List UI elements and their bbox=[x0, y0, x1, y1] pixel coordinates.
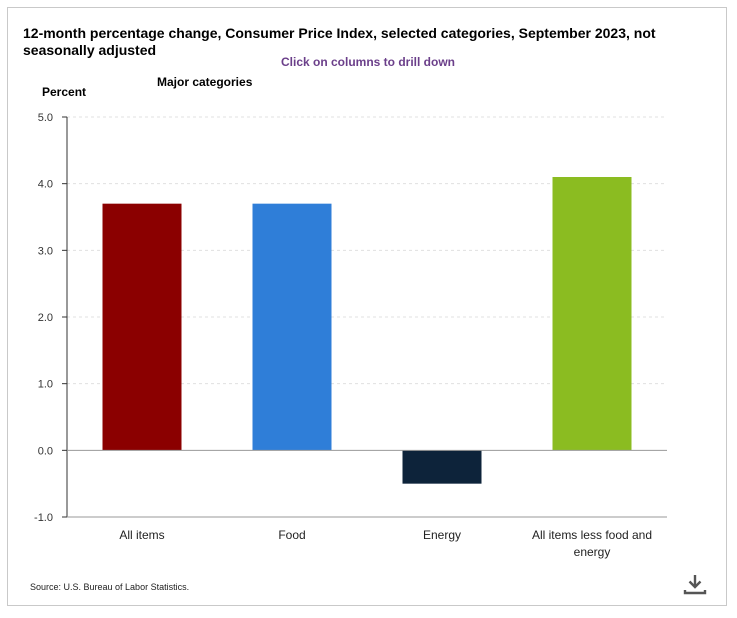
y-tick-label: 0.0 bbox=[38, 445, 53, 457]
y-tick-label: -1.0 bbox=[34, 512, 53, 524]
y-tick-label: 2.0 bbox=[38, 312, 53, 324]
drill-down-hint: Click on columns to drill down bbox=[280, 55, 455, 69]
x-tick-label: All items less food and bbox=[532, 528, 652, 542]
download-icon bbox=[683, 575, 707, 595]
source-note: Source: U.S. Bureau of Labor Statistics. bbox=[30, 582, 190, 592]
x-tick-label: All items bbox=[119, 528, 164, 542]
y-tick-label: 5.0 bbox=[38, 112, 53, 124]
category-heading: Major categories bbox=[157, 75, 253, 89]
x-tick-label: Food bbox=[278, 528, 305, 542]
x-tick-label: Energy bbox=[423, 528, 461, 542]
bar[interactable] bbox=[552, 177, 632, 451]
y-tick-label: 1.0 bbox=[38, 379, 53, 391]
download-button[interactable] bbox=[682, 572, 708, 596]
y-axis-label: Percent bbox=[42, 85, 87, 99]
y-tick-label: 4.0 bbox=[38, 179, 53, 191]
bar[interactable] bbox=[102, 203, 182, 451]
chart-title: 12-month percentage change, Consumer Pri… bbox=[23, 25, 656, 58]
bar[interactable] bbox=[252, 203, 332, 451]
y-tick-label: 3.0 bbox=[38, 245, 53, 257]
x-tick-label: energy bbox=[574, 545, 611, 559]
bar[interactable] bbox=[402, 450, 482, 484]
